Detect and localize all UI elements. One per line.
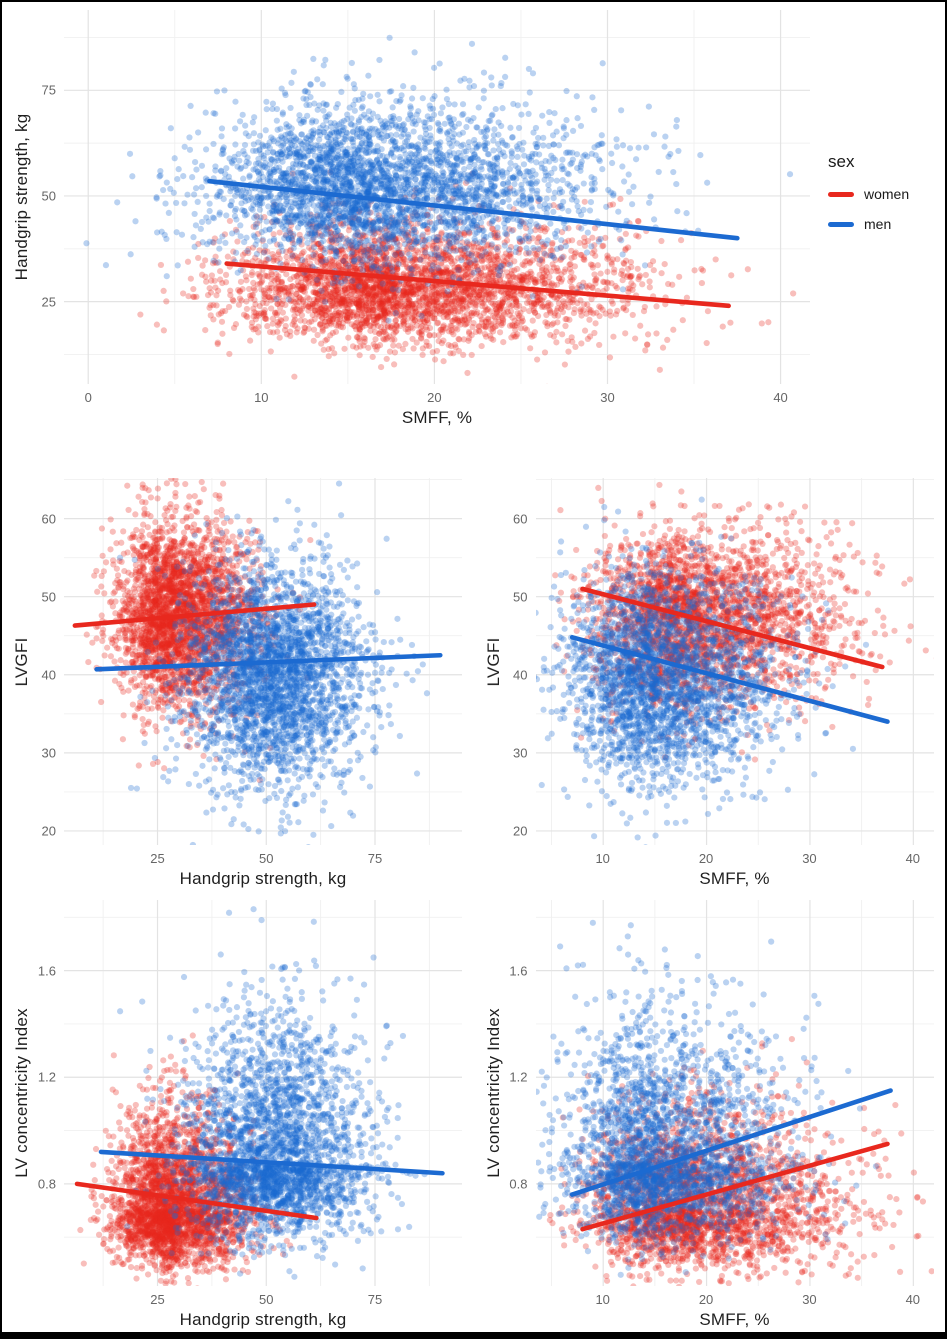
- y-tick-label: 1.6: [37, 963, 56, 979]
- x-tick-label: 25: [150, 851, 165, 866]
- scatter-canvas: [473, 432, 945, 890]
- x-tick-label: 10: [254, 390, 269, 405]
- y-tick-label: 1.6: [509, 963, 528, 979]
- legend-label-women: women: [864, 186, 910, 202]
- x-tick-label: 20: [698, 851, 714, 866]
- legend: sex women men: [822, 2, 945, 432]
- y-tick-label: 30: [41, 745, 56, 761]
- y-axis-title: LV concentricity Index: [12, 1008, 31, 1178]
- y-tick-label: 20: [41, 823, 56, 839]
- panel-handgrip-vs-smff: Handgrip strength, kg SMFF, % 0 10 20 30 40 2…: [2, 2, 822, 432]
- x-tick-label: 40: [905, 851, 921, 866]
- y-axis-title: LVGFI: [483, 637, 503, 686]
- legend-key-women-icon: [828, 191, 854, 197]
- panel-lvgfi-vs-smff: LVGFI SMFF, % 10 20 30 40 20 30 40 50 60: [473, 432, 945, 890]
- x-axis-title: Handgrip strength, kg: [179, 869, 347, 888]
- y-axis-title: Handgrip strength, kg: [12, 113, 31, 281]
- y-tick-label: 0.8: [509, 1176, 528, 1192]
- x-tick-label: 75: [367, 851, 383, 866]
- y-tick-label: 0.8: [37, 1176, 56, 1192]
- y-tick-label: 1.2: [509, 1069, 528, 1085]
- y-axis-title: LVGFI: [12, 637, 31, 686]
- panel-lvci-vs-smff: LV concentricity Index SMFF, % 10 20 30 40 0…: [473, 890, 945, 1330]
- x-tick-label: 75: [367, 1292, 383, 1307]
- x-tick-label: 25: [150, 1292, 165, 1307]
- x-tick-label: 40: [773, 390, 788, 405]
- y-tick-label: 75: [41, 82, 56, 98]
- x-tick-label: 40: [905, 1292, 921, 1307]
- y-tick-label: 30: [513, 745, 528, 761]
- row-top: Handgrip strength, kg SMFF, % 0 10 20 30 40 2…: [2, 2, 945, 432]
- scatter-canvas: [2, 432, 474, 890]
- x-tick-label: 50: [259, 1292, 274, 1307]
- legend-entry-women: women: [828, 186, 945, 202]
- x-tick-label: 20: [698, 1292, 714, 1307]
- y-tick-label: 50: [41, 589, 56, 605]
- x-axis-title: SMFF, %: [401, 408, 473, 427]
- y-tick-label: 50: [41, 188, 56, 204]
- scatter-canvas: [2, 2, 822, 432]
- x-tick-label: 0: [84, 390, 92, 405]
- panel-lvci-vs-handgrip: LV concentricity Index Handgrip strength…: [2, 890, 474, 1330]
- x-tick-label: 30: [802, 1292, 817, 1307]
- x-tick-label: 20: [427, 390, 442, 405]
- panel-lvgfi-vs-handgrip: LVGFI Handgrip strength, kg 25 50 75 20 30 40…: [2, 432, 474, 890]
- x-tick-label: 50: [259, 851, 274, 866]
- y-tick-label: 60: [513, 511, 528, 527]
- y-tick-label: 25: [41, 294, 56, 310]
- legend-title: sex: [828, 152, 855, 171]
- legend-key-men-icon: [828, 221, 854, 227]
- x-axis-title: Handgrip strength, kg: [179, 1310, 347, 1329]
- scatter-canvas: [2, 890, 474, 1330]
- y-tick-label: 50: [513, 589, 528, 605]
- legend-label-men: men: [864, 216, 892, 232]
- scatter-canvas: [473, 890, 945, 1330]
- legend-entry-men: men: [828, 216, 945, 232]
- x-axis-title: SMFF, %: [699, 869, 770, 888]
- x-tick-label: 10: [595, 1292, 610, 1307]
- row-middle: LVGFI Handgrip strength, kg 25 50 75 20 30 40…: [2, 432, 945, 890]
- x-tick-label: 10: [595, 851, 610, 866]
- x-axis-title: SMFF, %: [699, 1310, 770, 1329]
- x-tick-label: 30: [802, 851, 817, 866]
- y-tick-label: 40: [41, 667, 56, 683]
- x-tick-label: 30: [600, 390, 615, 405]
- row-bottom: LV concentricity Index Handgrip strength…: [2, 890, 945, 1330]
- y-tick-label: 40: [513, 667, 528, 683]
- y-tick-label: 1.2: [37, 1069, 56, 1085]
- y-axis-title: LV concentricity Index: [483, 1008, 503, 1178]
- y-tick-label: 60: [41, 511, 56, 527]
- y-tick-label: 20: [513, 823, 528, 839]
